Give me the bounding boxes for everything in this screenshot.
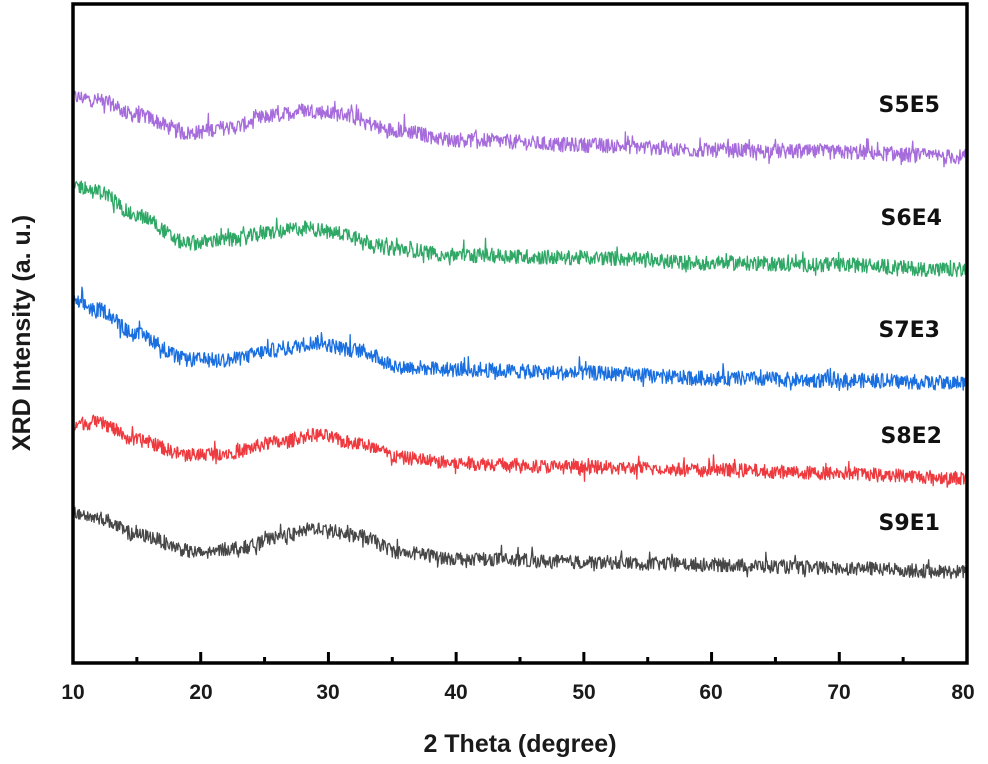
x-tick-label-40: 40: [444, 681, 467, 704]
x-tick-label-70: 70: [827, 681, 850, 704]
x-tick-label-20: 20: [189, 681, 212, 704]
x-axis-title: 2 Theta (degree): [423, 730, 616, 758]
x-tick-label-30: 30: [316, 681, 339, 704]
x-tick-label-50: 50: [572, 681, 595, 704]
x-tick-label-80: 80: [951, 681, 974, 704]
series-label-s8e2: S8E2: [881, 424, 943, 449]
series-line-s7e3: [72, 286, 968, 392]
x-tick-label-60: 60: [699, 681, 722, 704]
series-line-s9e1: [72, 506, 968, 580]
plot-curves: [72, 89, 968, 580]
series-line-s5e5: [72, 89, 968, 168]
x-axis-ticks: [71, 652, 969, 663]
series-label-s9e1: S9E1: [879, 511, 941, 536]
y-axis-title: XRD Intensity (a. u.): [8, 215, 36, 451]
series-line-s8e2: [72, 414, 968, 488]
x-tick-label-10: 10: [61, 681, 84, 704]
series-label-s6e4: S6E4: [881, 206, 943, 231]
series-label-s7e3: S7E3: [879, 318, 941, 343]
series-line-s6e4: [72, 180, 968, 278]
series-label-s5e5: S5E5: [879, 93, 941, 118]
x-axis-tick-labels: 10 20 30 40 50 60 70 80: [61, 681, 974, 704]
